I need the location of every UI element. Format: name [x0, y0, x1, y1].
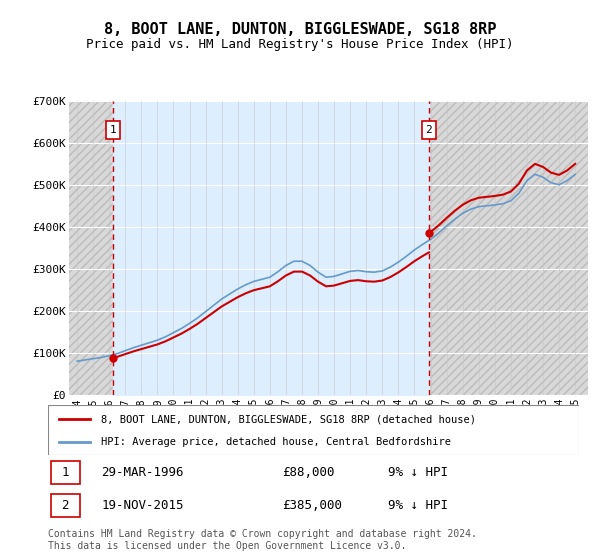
Text: 1: 1 — [61, 466, 69, 479]
Text: Contains HM Land Registry data © Crown copyright and database right 2024.
This d: Contains HM Land Registry data © Crown c… — [48, 529, 477, 551]
FancyBboxPatch shape — [48, 405, 579, 455]
FancyBboxPatch shape — [50, 494, 80, 517]
Text: 8, BOOT LANE, DUNTON, BIGGLESWADE, SG18 8RP: 8, BOOT LANE, DUNTON, BIGGLESWADE, SG18 … — [104, 22, 496, 38]
Text: 2: 2 — [61, 499, 69, 512]
Text: 9% ↓ HPI: 9% ↓ HPI — [388, 499, 448, 512]
Text: 8, BOOT LANE, DUNTON, BIGGLESWADE, SG18 8RP (detached house): 8, BOOT LANE, DUNTON, BIGGLESWADE, SG18 … — [101, 414, 476, 424]
Text: 1: 1 — [110, 125, 116, 135]
Text: 19-NOV-2015: 19-NOV-2015 — [101, 499, 184, 512]
Text: £385,000: £385,000 — [281, 499, 341, 512]
Text: 9% ↓ HPI: 9% ↓ HPI — [388, 466, 448, 479]
Text: £88,000: £88,000 — [281, 466, 334, 479]
Text: Price paid vs. HM Land Registry's House Price Index (HPI): Price paid vs. HM Land Registry's House … — [86, 38, 514, 51]
Text: HPI: Average price, detached house, Central Bedfordshire: HPI: Average price, detached house, Cent… — [101, 437, 451, 447]
Text: 2: 2 — [425, 125, 433, 135]
FancyBboxPatch shape — [50, 461, 80, 484]
Text: 29-MAR-1996: 29-MAR-1996 — [101, 466, 184, 479]
